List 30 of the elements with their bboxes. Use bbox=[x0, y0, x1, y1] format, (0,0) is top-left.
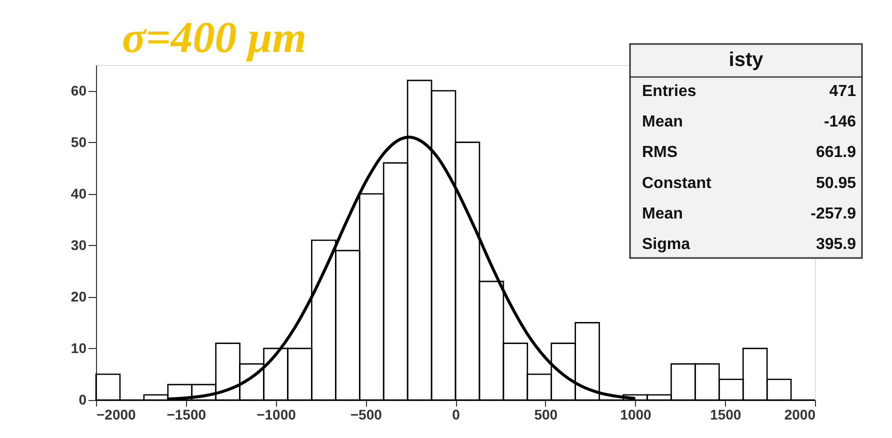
x-tick-label: 500 bbox=[534, 406, 558, 422]
annotation: Entries bbox=[642, 83, 696, 100]
x-tick-label: −1000 bbox=[256, 406, 296, 422]
annotation: isty bbox=[728, 49, 764, 71]
x-tick-label: 1500 bbox=[710, 406, 742, 422]
chart-title: σ=400 μm bbox=[122, 13, 306, 62]
y-tick-label: 40 bbox=[70, 185, 87, 202]
y-tick-label: 60 bbox=[70, 82, 87, 98]
text: 50.95 bbox=[816, 174, 856, 192]
annotation: Mean bbox=[642, 114, 683, 131]
annotation: RMS bbox=[642, 144, 678, 162]
text: 395.9 bbox=[816, 236, 856, 253]
y-tick-label: 50 bbox=[70, 134, 87, 150]
x-tick-label: 2000 bbox=[784, 406, 816, 422]
annotation: Sigma bbox=[642, 236, 690, 253]
x-tick-label: −500 bbox=[350, 406, 382, 422]
x-tick-label: 0 bbox=[452, 406, 460, 422]
text: -146 bbox=[824, 114, 856, 131]
text: 661.9 bbox=[816, 144, 856, 162]
text: 471 bbox=[829, 83, 856, 100]
y-tick-label: 30 bbox=[70, 236, 87, 253]
x-tick-label: 1000 bbox=[620, 406, 652, 422]
annotation: Constant bbox=[642, 174, 712, 192]
y-tick-label: 0 bbox=[78, 392, 87, 408]
annotation: -257.9 bbox=[810, 205, 856, 222]
x-tick-label: −1500 bbox=[166, 406, 206, 422]
y-tick-label: 10 bbox=[70, 340, 87, 356]
y-tick-label: 20 bbox=[70, 288, 87, 304]
x-tick-label: −2000 bbox=[96, 406, 136, 422]
annotation: Mean bbox=[642, 205, 683, 222]
